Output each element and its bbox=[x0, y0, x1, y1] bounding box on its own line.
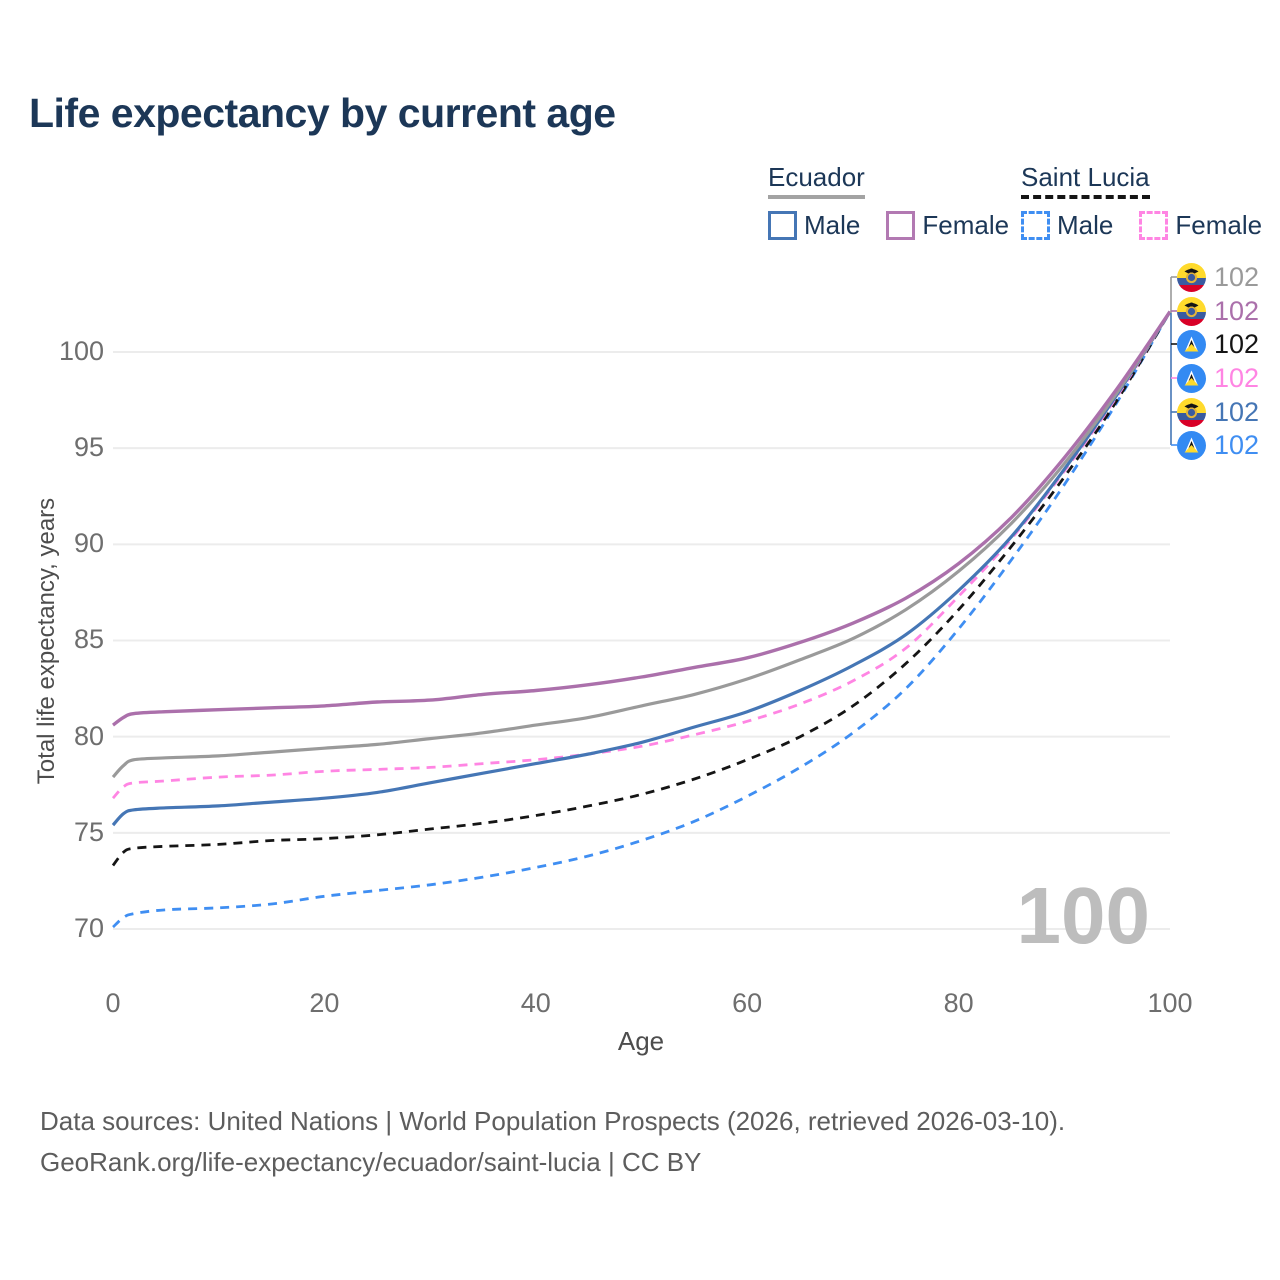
legend-item-label: Male bbox=[1057, 209, 1114, 240]
data-sources-text: Data sources: United Nations | World Pop… bbox=[40, 1106, 1066, 1136]
end-label-value: 102 bbox=[1214, 295, 1260, 326]
legend-item-label: Male bbox=[804, 209, 861, 240]
page-title: Life expectancy by current age bbox=[29, 90, 616, 136]
legend-checkbox-saint-lucia-female[interactable] bbox=[1139, 210, 1169, 240]
x-axis-title: Age bbox=[617, 1026, 665, 1056]
y-tick-label: 90 bbox=[73, 528, 104, 559]
end-label-row: 102 bbox=[1177, 329, 1259, 359]
legend-checkbox-ecuador-male[interactable] bbox=[768, 210, 797, 240]
legend-country-label-saint-lucia[interactable]: Saint Lucia bbox=[1021, 163, 1150, 199]
y-tick-label: 95 bbox=[73, 432, 104, 463]
legend-group-ecuador: Ecuador Male Female bbox=[768, 163, 1009, 241]
ecuador-flag-icon bbox=[1177, 397, 1206, 427]
legend-item-saint-lucia-male[interactable]: Male bbox=[1021, 210, 1113, 241]
ecuador-flag-icon bbox=[1177, 262, 1206, 292]
saint-lucia-flag-icon bbox=[1177, 363, 1206, 393]
series-line-ecuador-female bbox=[111, 310, 1172, 727]
series-line-ecuador-total bbox=[111, 310, 1172, 779]
end-label-row: 102 bbox=[1177, 430, 1259, 460]
legend-item-label: Female bbox=[1175, 209, 1263, 240]
end-label-value: 102 bbox=[1214, 396, 1260, 427]
legend-checkbox-saint-lucia-male[interactable] bbox=[1021, 210, 1050, 240]
legend-country-label-ecuador[interactable]: Ecuador bbox=[768, 163, 865, 199]
x-tick-label: 60 bbox=[732, 988, 763, 1018]
saint-lucia-flag-icon bbox=[1177, 430, 1206, 460]
legend-checkbox-ecuador-female[interactable] bbox=[886, 210, 916, 240]
legend-item-label: Female bbox=[922, 209, 1010, 240]
y-tick-label: 75 bbox=[73, 816, 104, 847]
current-age-watermark: 100 bbox=[1016, 871, 1150, 960]
x-tick-label: 100 bbox=[1147, 988, 1193, 1018]
end-label-value: 102 bbox=[1214, 328, 1260, 359]
x-tick-label: 40 bbox=[520, 988, 551, 1018]
y-tick-label: 85 bbox=[73, 624, 104, 655]
end-label-value: 102 bbox=[1214, 261, 1260, 292]
y-tick-label: 100 bbox=[58, 336, 104, 366]
end-label-row: 102 bbox=[1177, 296, 1259, 326]
legend-group-saint-lucia: Saint Lucia Male Female bbox=[1021, 163, 1262, 241]
attribution-link-text[interactable]: GeoRank.org/life-expectancy/ecuador/sain… bbox=[40, 1147, 702, 1177]
series-line-ecuador-male bbox=[111, 310, 1172, 827]
legend-item-ecuador-female[interactable]: Female bbox=[886, 210, 1009, 241]
end-label-value: 102 bbox=[1214, 362, 1260, 393]
end-label-row: 102 bbox=[1177, 397, 1259, 427]
x-tick-label: 80 bbox=[943, 988, 974, 1018]
x-tick-label: 20 bbox=[309, 988, 340, 1018]
saint-lucia-flag-icon bbox=[1177, 329, 1206, 359]
series-line-saint-lucia-total bbox=[111, 310, 1172, 867]
y-tick-label: 80 bbox=[73, 720, 104, 751]
y-tick-label: 70 bbox=[73, 912, 104, 943]
end-label-row: 102 bbox=[1177, 363, 1259, 393]
ecuador-flag-icon bbox=[1177, 296, 1206, 326]
series-line-saint-lucia-female bbox=[111, 310, 1172, 800]
legend-item-saint-lucia-female[interactable]: Female bbox=[1139, 210, 1262, 241]
legend-item-ecuador-male[interactable]: Male bbox=[768, 210, 860, 241]
series-line-saint-lucia-male bbox=[112, 310, 1172, 929]
x-tick-label: 0 bbox=[105, 988, 121, 1018]
end-label-row: 102 bbox=[1177, 262, 1259, 292]
end-label-value: 102 bbox=[1214, 429, 1260, 460]
